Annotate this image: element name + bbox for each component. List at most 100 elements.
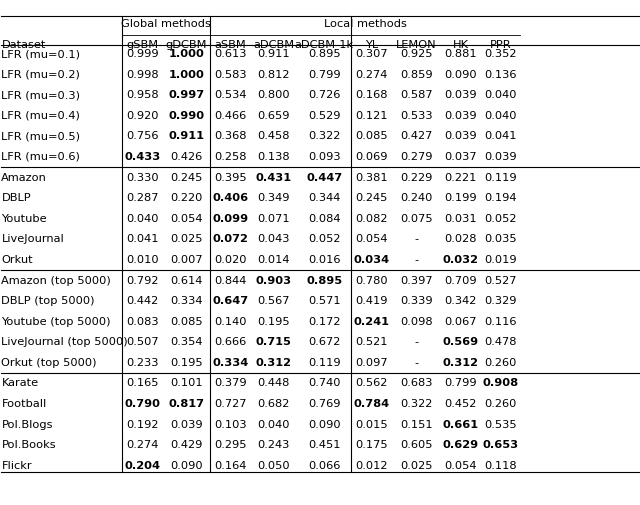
Text: 0.844: 0.844	[214, 276, 246, 285]
Text: 0.613: 0.613	[214, 49, 247, 59]
Text: Orkut: Orkut	[1, 255, 33, 265]
Text: 0.379: 0.379	[214, 378, 247, 388]
Text: 0.381: 0.381	[355, 173, 388, 183]
Text: 0.334: 0.334	[170, 296, 203, 306]
Text: 0.342: 0.342	[445, 296, 477, 306]
Text: 0.054: 0.054	[355, 234, 388, 244]
Text: 0.659: 0.659	[257, 111, 290, 121]
Text: 0.039: 0.039	[484, 152, 516, 162]
Text: LFR (mu=0.4): LFR (mu=0.4)	[1, 111, 80, 121]
Text: 0.165: 0.165	[126, 378, 159, 388]
Text: 0.221: 0.221	[445, 173, 477, 183]
Text: 0.121: 0.121	[355, 111, 388, 121]
Text: 0.082: 0.082	[355, 214, 388, 224]
Text: Dataset: Dataset	[1, 39, 46, 49]
Text: 0.050: 0.050	[257, 461, 290, 471]
Text: 0.052: 0.052	[308, 234, 340, 244]
Text: 0.792: 0.792	[126, 276, 159, 285]
Text: 0.998: 0.998	[126, 70, 159, 80]
Text: aDCBM: aDCBM	[253, 39, 294, 49]
Text: 0.069: 0.069	[355, 152, 388, 162]
Text: 0.958: 0.958	[126, 90, 159, 100]
Text: 0.240: 0.240	[400, 193, 433, 203]
Text: HK: HK	[453, 39, 469, 49]
Text: 0.164: 0.164	[214, 461, 246, 471]
Text: 0.040: 0.040	[484, 111, 516, 121]
Text: 0.352: 0.352	[484, 49, 516, 59]
Text: 0.344: 0.344	[308, 193, 340, 203]
Text: -: -	[414, 255, 419, 265]
Text: Flickr: Flickr	[1, 461, 32, 471]
Text: 0.085: 0.085	[355, 131, 388, 141]
Text: 0.260: 0.260	[484, 358, 516, 368]
Text: 0.614: 0.614	[170, 276, 203, 285]
Text: 0.172: 0.172	[308, 317, 340, 327]
Text: 0.911: 0.911	[168, 131, 205, 141]
Text: 0.895: 0.895	[308, 49, 340, 59]
Text: 0.025: 0.025	[170, 234, 203, 244]
Text: 0.287: 0.287	[126, 193, 159, 203]
Text: Amazon: Amazon	[1, 173, 47, 183]
Text: Pol.Blogs: Pol.Blogs	[1, 420, 53, 430]
Text: 0.349: 0.349	[257, 193, 290, 203]
Text: 0.136: 0.136	[484, 70, 516, 80]
Text: 0.740: 0.740	[308, 378, 340, 388]
Text: 0.039: 0.039	[170, 420, 203, 430]
Text: 0.683: 0.683	[400, 378, 433, 388]
Text: 0.010: 0.010	[126, 255, 159, 265]
Text: 0.097: 0.097	[355, 358, 388, 368]
Text: 0.233: 0.233	[126, 358, 159, 368]
Text: 0.661: 0.661	[443, 420, 479, 430]
Text: 0.119: 0.119	[308, 358, 340, 368]
Text: 0.709: 0.709	[445, 276, 477, 285]
Text: 0.085: 0.085	[170, 317, 203, 327]
Text: 0.605: 0.605	[400, 440, 433, 450]
Text: 0.653: 0.653	[483, 440, 518, 450]
Text: 0.229: 0.229	[400, 173, 433, 183]
Text: 0.312: 0.312	[443, 358, 479, 368]
Text: 0.199: 0.199	[445, 193, 477, 203]
Text: 0.101: 0.101	[170, 378, 203, 388]
Text: 0.368: 0.368	[214, 131, 247, 141]
Text: 0.629: 0.629	[443, 440, 479, 450]
Text: aSBM: aSBM	[214, 39, 246, 49]
Text: 0.426: 0.426	[170, 152, 203, 162]
Text: 0.442: 0.442	[127, 296, 159, 306]
Text: 0.672: 0.672	[308, 337, 340, 347]
Text: 0.790: 0.790	[125, 399, 161, 409]
Text: 0.007: 0.007	[170, 255, 203, 265]
Text: 0.406: 0.406	[212, 193, 248, 203]
Text: 0.054: 0.054	[445, 461, 477, 471]
Text: 0.521: 0.521	[355, 337, 388, 347]
Text: aDCBM-1k: aDCBM-1k	[294, 39, 354, 49]
Text: 0.312: 0.312	[256, 358, 292, 368]
Text: 0.859: 0.859	[400, 70, 433, 80]
Text: 0.103: 0.103	[214, 420, 247, 430]
Text: 0.433: 0.433	[124, 152, 161, 162]
Text: 0.533: 0.533	[400, 111, 433, 121]
Text: YL: YL	[365, 39, 378, 49]
Text: -: -	[414, 234, 419, 244]
Text: LiveJournal (top 5000): LiveJournal (top 5000)	[1, 337, 128, 347]
Text: DBLP: DBLP	[1, 193, 31, 203]
Text: Youtube: Youtube	[1, 214, 47, 224]
Text: Karate: Karate	[1, 378, 38, 388]
Text: 0.220: 0.220	[170, 193, 203, 203]
Text: 0.151: 0.151	[400, 420, 433, 430]
Text: 0.895: 0.895	[306, 276, 342, 285]
Text: 0.451: 0.451	[308, 440, 340, 450]
Text: 0.043: 0.043	[257, 234, 290, 244]
Text: 0.192: 0.192	[126, 420, 159, 430]
Text: 0.295: 0.295	[214, 440, 247, 450]
Text: 0.090: 0.090	[308, 420, 340, 430]
Text: 0.448: 0.448	[258, 378, 290, 388]
Text: 0.020: 0.020	[214, 255, 247, 265]
Text: 0.084: 0.084	[308, 214, 340, 224]
Text: Youtube (top 5000): Youtube (top 5000)	[1, 317, 111, 327]
Text: gDCBM: gDCBM	[166, 39, 207, 49]
Text: 0.395: 0.395	[214, 173, 247, 183]
Text: 0.168: 0.168	[355, 90, 388, 100]
Text: 0.903: 0.903	[256, 276, 292, 285]
Text: 0.715: 0.715	[256, 337, 292, 347]
Text: 0.784: 0.784	[353, 399, 389, 409]
